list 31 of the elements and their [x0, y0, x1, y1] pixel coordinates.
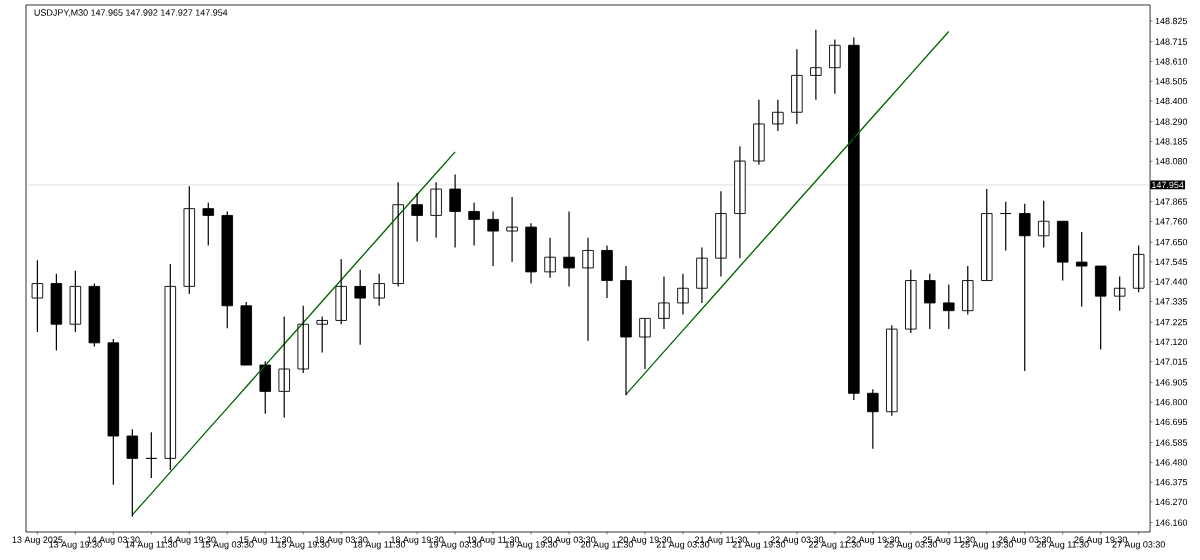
y-tick-label: 148.715: [1155, 38, 1188, 45]
y-tick-label: 148.825: [1155, 17, 1188, 25]
y-tick-label: 146.160: [1155, 519, 1188, 526]
y-tick-label: 147.225: [1155, 318, 1188, 326]
y-tick-label: 147.545: [1155, 258, 1188, 266]
y-tick-label: 147.650: [1155, 238, 1188, 246]
y-tick-label: 147.335: [1155, 298, 1188, 305]
y-tick-label: 147.865: [1155, 198, 1188, 205]
chart-title: USDJPY,M30 147.965 147.992 147.927 147.954: [34, 9, 228, 17]
x-tick-label: 27 Aug 03:30: [1112, 541, 1165, 550]
y-tick-label: 146.375: [1155, 478, 1188, 486]
y-tick-label: 148.080: [1155, 158, 1188, 165]
line-series: [625, 30, 950, 396]
x-tick-label: 25 Aug 03:30: [884, 541, 938, 550]
y-tick-label: 146.480: [1155, 459, 1188, 466]
y-tick-label: 146.800: [1155, 398, 1188, 406]
y-tick-label: 148.290: [1155, 118, 1188, 125]
y-tick-label: 148.185: [1155, 138, 1188, 145]
y-tick-label: 148.610: [1155, 58, 1188, 65]
y-tick-label: 147.015: [1155, 358, 1188, 365]
y-tick-label: 147.120: [1155, 338, 1188, 346]
y-tick-label: 148.400: [1155, 97, 1188, 105]
y-tick-label: 146.905: [1155, 379, 1188, 386]
line-series: [131, 151, 456, 516]
y-tick-label: 146.270: [1155, 498, 1188, 506]
y-tick-label: 146.585: [1155, 439, 1188, 446]
ref-line-label: 147.954: [1152, 181, 1184, 189]
y-tick-label: 148.505: [1155, 78, 1188, 85]
y-tick-label: 147.760: [1155, 218, 1188, 225]
y-tick-label: 146.695: [1155, 418, 1188, 426]
y-tick-label: 147.440: [1155, 278, 1188, 285]
